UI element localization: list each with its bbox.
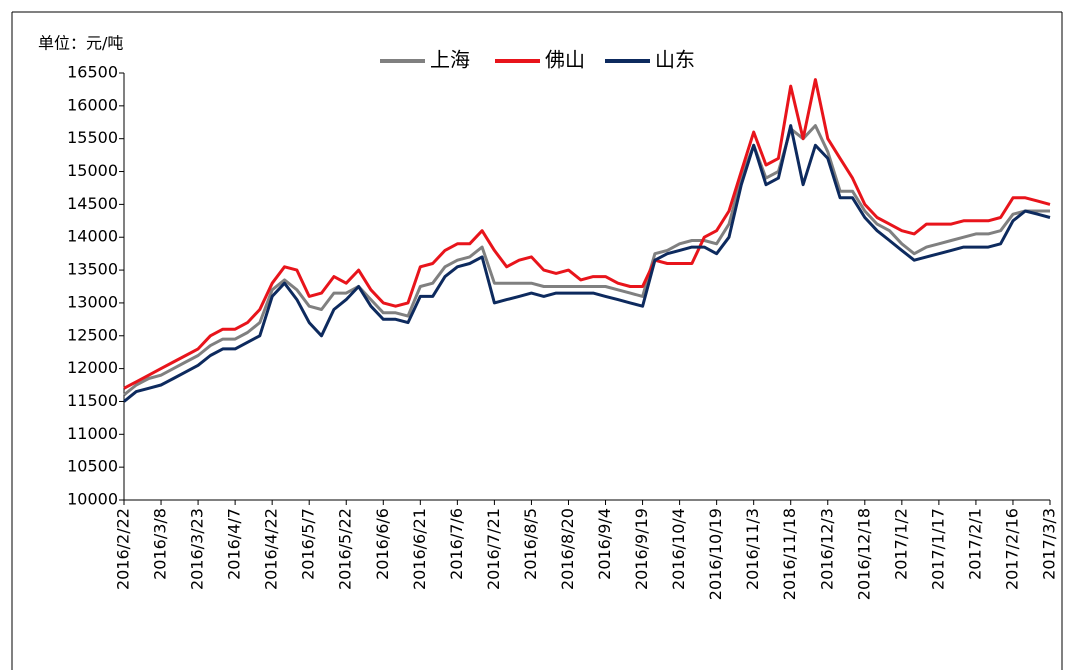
y-tick-label: 15000 bbox=[67, 161, 118, 180]
x-tick-label: 2016/5/22 bbox=[336, 508, 355, 590]
x-tick-label: 2016/9/19 bbox=[632, 508, 651, 590]
y-tick-label: 11000 bbox=[67, 424, 118, 443]
x-tick-label: 2016/3/23 bbox=[188, 508, 207, 590]
y-tick-label: 13500 bbox=[67, 260, 118, 279]
x-tick-label: 2016/7/21 bbox=[484, 508, 503, 590]
y-tick-label: 10500 bbox=[67, 457, 118, 476]
x-tick-label: 2016/4/7 bbox=[225, 508, 244, 580]
x-tick-label: 2016/12/3 bbox=[817, 508, 836, 590]
y-tick-label: 16500 bbox=[67, 63, 118, 82]
x-tick-label: 2016/10/4 bbox=[669, 508, 688, 590]
y-tick-label: 16000 bbox=[67, 95, 118, 114]
y-tick-label: 14500 bbox=[67, 194, 118, 213]
y-tick-label: 10000 bbox=[67, 490, 118, 509]
x-tick-label: 2016/8/20 bbox=[558, 508, 577, 590]
x-tick-label: 2016/12/18 bbox=[854, 508, 873, 600]
y-tick-label: 12000 bbox=[67, 358, 118, 377]
x-tick-label: 2016/9/4 bbox=[595, 508, 614, 580]
x-tick-label: 2017/2/1 bbox=[965, 508, 984, 580]
x-tick-label: 2016/11/18 bbox=[780, 508, 799, 600]
x-tick-label: 2017/1/17 bbox=[928, 508, 947, 590]
x-tick-label: 2016/11/3 bbox=[743, 508, 762, 590]
line-series bbox=[123, 124, 1051, 403]
x-tick-label: 2016/8/5 bbox=[521, 508, 540, 580]
x-tick-label: 2016/4/22 bbox=[262, 508, 281, 590]
line-series bbox=[123, 78, 1051, 390]
x-tick-label: 2017/3/3 bbox=[1040, 508, 1059, 580]
x-tick-label: 2016/5/7 bbox=[299, 508, 318, 580]
x-tick-label: 2016/6/6 bbox=[373, 508, 392, 580]
legend-label: 山东 bbox=[655, 48, 695, 72]
unit-label: 单位：元/吨 bbox=[38, 34, 123, 53]
line-series bbox=[123, 124, 1050, 397]
y-tick-label: 15500 bbox=[67, 128, 118, 147]
x-tick-label: 2017/1/2 bbox=[891, 508, 910, 580]
x-tick-label: 2016/7/6 bbox=[447, 508, 466, 580]
x-tick-label: 2016/6/21 bbox=[410, 508, 429, 590]
legend-label: 佛山 bbox=[545, 48, 585, 72]
x-tick-label: 2016/10/19 bbox=[706, 508, 725, 600]
legend-label: 上海 bbox=[430, 48, 470, 72]
y-tick-label: 11500 bbox=[67, 391, 118, 410]
y-tick-label: 13000 bbox=[67, 292, 118, 311]
x-tick-label: 2017/2/16 bbox=[1002, 508, 1021, 590]
y-tick-label: 14000 bbox=[67, 227, 118, 246]
y-tick-label: 12500 bbox=[67, 325, 118, 344]
x-tick-label: 2016/2/22 bbox=[114, 508, 133, 590]
x-tick-label: 2016/3/8 bbox=[151, 508, 170, 580]
